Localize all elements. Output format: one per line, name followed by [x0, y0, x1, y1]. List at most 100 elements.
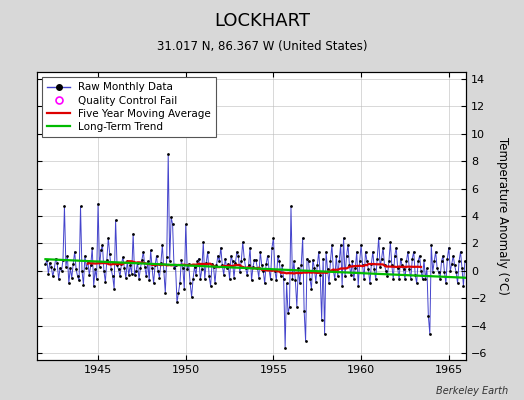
- Point: [126, 262, 135, 268]
- Point: [97, 247, 105, 254]
- Point: [155, 274, 163, 281]
- Point: [184, 261, 193, 267]
- Point: [345, 262, 354, 268]
- Point: [303, 255, 311, 262]
- Point: [416, 252, 424, 259]
- Point: [147, 247, 155, 254]
- Point: [157, 260, 165, 266]
- Point: [425, 331, 434, 337]
- Point: [458, 265, 466, 271]
- Point: [215, 258, 224, 264]
- Point: [392, 244, 400, 251]
- Point: [223, 265, 231, 271]
- Point: [363, 258, 371, 264]
- Point: [206, 283, 215, 289]
- Point: [300, 308, 308, 314]
- Point: [230, 274, 238, 281]
- Point: [390, 252, 399, 259]
- Point: [301, 338, 310, 344]
- Point: [332, 252, 341, 259]
- Point: [122, 274, 130, 281]
- Point: [296, 280, 304, 286]
- Point: [116, 273, 124, 280]
- Point: [461, 258, 469, 264]
- Point: [136, 265, 145, 271]
- Point: [309, 257, 317, 263]
- Point: [227, 252, 235, 259]
- Point: [130, 272, 139, 278]
- Point: [246, 244, 254, 251]
- Point: [198, 266, 206, 273]
- Point: [123, 258, 132, 264]
- Point: [101, 279, 110, 285]
- Point: [380, 262, 389, 268]
- Point: [214, 252, 222, 259]
- Point: [60, 203, 69, 210]
- Point: [105, 251, 114, 258]
- Point: [88, 244, 96, 251]
- Point: [160, 268, 168, 274]
- Point: [389, 276, 398, 282]
- Point: [258, 262, 266, 268]
- Point: [401, 276, 409, 282]
- Point: [64, 280, 73, 286]
- Point: [68, 274, 76, 281]
- Point: [360, 276, 368, 282]
- Point: [218, 262, 226, 268]
- Point: [291, 277, 300, 284]
- Point: [279, 276, 288, 282]
- Point: [171, 262, 180, 268]
- Point: [192, 272, 200, 278]
- Point: [59, 257, 67, 263]
- Point: [344, 242, 352, 248]
- Point: [237, 258, 245, 264]
- Point: [452, 269, 460, 276]
- Point: [386, 239, 395, 245]
- Point: [367, 261, 376, 267]
- Point: [430, 258, 439, 264]
- Point: [402, 258, 411, 264]
- Point: [166, 258, 174, 264]
- Point: [351, 265, 359, 271]
- Point: [236, 269, 244, 276]
- Point: [412, 280, 421, 286]
- Point: [372, 276, 380, 282]
- Point: [242, 265, 250, 271]
- Point: [456, 248, 465, 255]
- Point: [63, 252, 72, 259]
- Point: [119, 254, 127, 260]
- Point: [414, 258, 422, 264]
- Point: [323, 266, 332, 273]
- Point: [366, 280, 374, 286]
- Point: [399, 266, 408, 273]
- Point: [439, 252, 447, 259]
- Point: [203, 248, 212, 255]
- Point: [140, 264, 149, 270]
- Point: [373, 255, 381, 262]
- Point: [195, 255, 203, 262]
- Point: [51, 255, 60, 262]
- Point: [69, 261, 78, 267]
- Point: [47, 264, 56, 270]
- Point: [125, 272, 133, 278]
- Point: [154, 268, 162, 274]
- Point: [357, 242, 365, 248]
- Text: 31.017 N, 86.367 W (United States): 31.017 N, 86.367 W (United States): [157, 40, 367, 53]
- Point: [161, 290, 169, 296]
- Point: [440, 269, 449, 276]
- Point: [50, 266, 58, 273]
- Point: [148, 265, 156, 271]
- Point: [259, 268, 267, 274]
- Point: [209, 264, 217, 270]
- Point: [62, 264, 70, 270]
- Point: [72, 266, 80, 273]
- Point: [364, 266, 373, 273]
- Point: [421, 276, 430, 282]
- Point: [275, 258, 283, 264]
- Point: [244, 262, 253, 268]
- Point: [284, 310, 292, 316]
- Point: [354, 283, 363, 289]
- Point: [113, 262, 121, 268]
- Point: [224, 261, 232, 267]
- Point: [41, 261, 50, 267]
